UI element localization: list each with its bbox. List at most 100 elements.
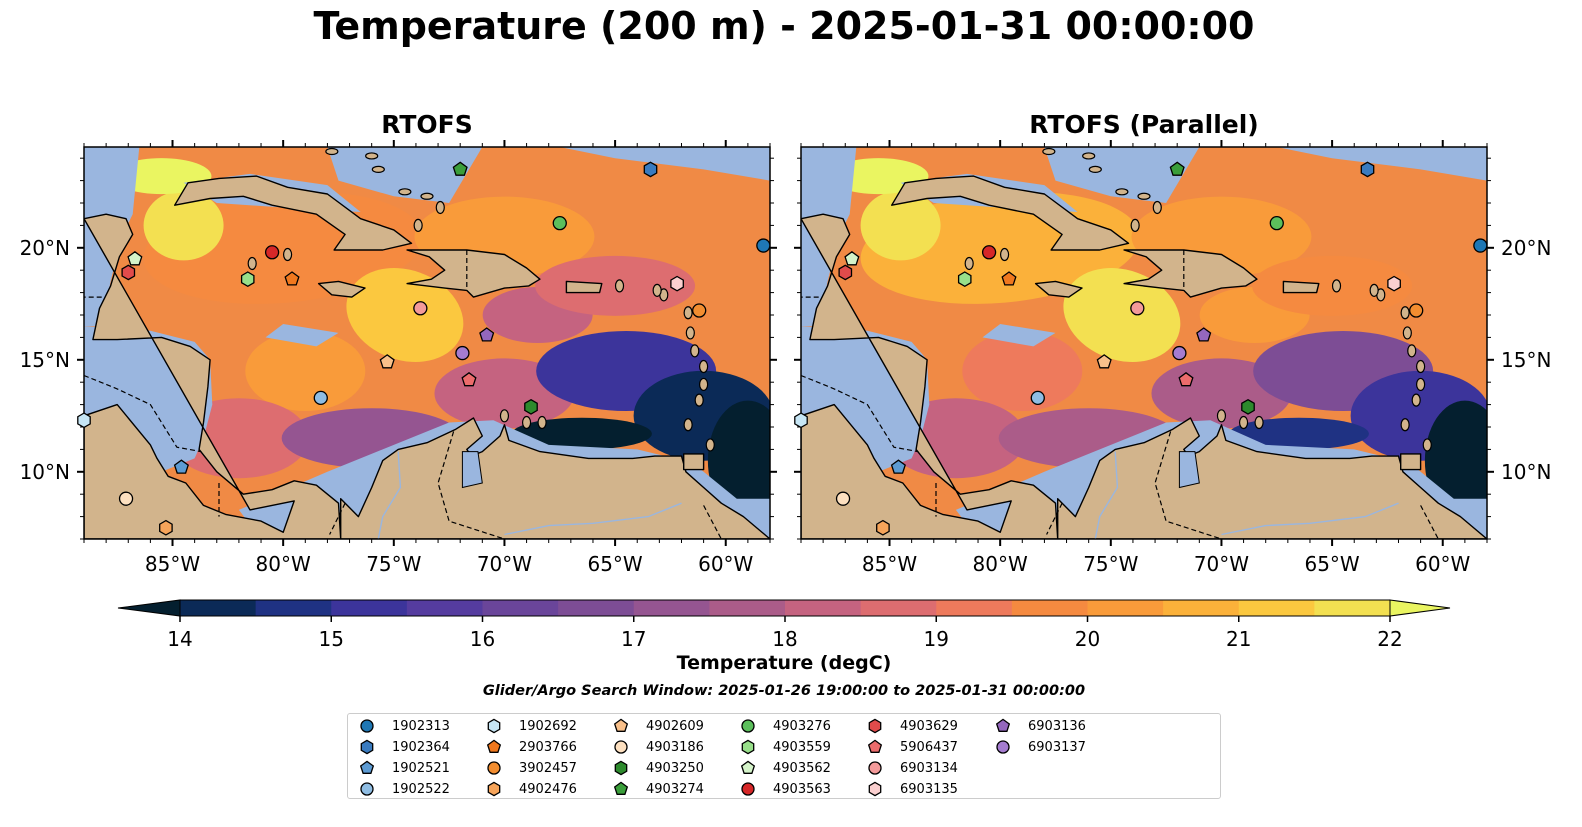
- pentagon-marker-icon: [867, 739, 883, 753]
- hexagon-marker-icon: [741, 739, 755, 755]
- legend-entry-6903137: 6903137: [994, 737, 1086, 757]
- platform-marker-6903135[interactable]: [1387, 275, 1401, 292]
- platform-marker-1902522[interactable]: [313, 390, 328, 406]
- colorbar-tick-label: 16: [470, 627, 495, 650]
- platform-marker-6903136[interactable]: [1196, 327, 1212, 342]
- platform-marker-2903766[interactable]: [1001, 271, 1017, 286]
- legend-entry-4902476: 4902476: [485, 779, 577, 799]
- platform-markers: [794, 161, 1488, 536]
- legend-label: 4903186: [646, 739, 704, 755]
- colorbar-segment: [1011, 600, 1088, 616]
- platform-marker-4902476[interactable]: [876, 519, 890, 536]
- platform-marker-1902521[interactable]: [890, 459, 906, 474]
- legend-label: 6903136: [1028, 718, 1086, 734]
- axes-ticks: 85°W 80°W 75°W 70°W 65°W 60°W 10°N 15°N 20°N: [20, 140, 777, 576]
- platform-marker-4903274[interactable]: [452, 161, 468, 176]
- pentagon-marker-icon: [613, 718, 629, 732]
- platform-marker-1902364[interactable]: [643, 161, 658, 178]
- platform-marker-4903563[interactable]: [264, 245, 280, 260]
- legend-label: 1902522: [392, 781, 450, 797]
- platform-marker-6903134[interactable]: [1130, 301, 1145, 316]
- y-tick-label: 20°N: [20, 236, 70, 260]
- map-panel-rtofs: 85°W 80°W 75°W 70°W 65°W 60°W 10°N 15°N 20°N: [20, 140, 777, 576]
- platform-marker-2903766[interactable]: [284, 271, 300, 286]
- hexagon-marker-icon: [868, 718, 882, 734]
- x-tick-label: 65°W: [1304, 552, 1359, 576]
- platform-marker-4903562[interactable]: [844, 250, 860, 266]
- colorbar-segment: [255, 600, 332, 616]
- platform-marker-1902692[interactable]: [794, 412, 808, 429]
- platform-marker-6903136[interactable]: [479, 327, 495, 342]
- colorbar-label: Temperature (degC): [676, 652, 892, 674]
- legend-entry-1902521: 1902521: [358, 758, 450, 778]
- platform-marker-4903276[interactable]: [1269, 216, 1284, 231]
- platform-marker-4902609[interactable]: [379, 354, 395, 369]
- platform-marker-4903559[interactable]: [240, 271, 255, 288]
- axes-ticks: 85°W 80°W 75°W 70°W 65°W 60°W 10°N 15°N 20°N: [794, 140, 1551, 576]
- platform-marker-1902313[interactable]: [1473, 238, 1488, 253]
- x-tick-label: 75°W: [1083, 552, 1138, 576]
- platform-marker-4903629[interactable]: [121, 264, 136, 281]
- circle-marker-icon: [741, 782, 755, 796]
- platform-marker-4903563[interactable]: [981, 245, 997, 260]
- platform-marker-6903135[interactable]: [670, 275, 684, 292]
- platform-marker-5906437[interactable]: [461, 371, 477, 387]
- legend-entry-6903136: 6903136: [994, 716, 1086, 736]
- hexagon-marker-icon: [487, 781, 501, 797]
- legend-label: 4903274: [646, 781, 704, 797]
- pentagon-marker-icon: [995, 718, 1011, 732]
- platform-marker-4903250[interactable]: [524, 398, 538, 415]
- legend-entry-6903135: 6903135: [866, 779, 958, 799]
- platform-marker-1902692[interactable]: [77, 412, 91, 429]
- pentagon-marker-icon: [486, 739, 502, 753]
- colorbar-tick-label: 18: [772, 627, 797, 650]
- circle-marker-icon: [487, 761, 501, 775]
- platform-marker-3902457[interactable]: [692, 303, 707, 318]
- platform-marker-3902457[interactable]: [1409, 303, 1424, 318]
- legend-label: 4902476: [519, 781, 577, 797]
- y-tick-label: 20°N: [1501, 236, 1551, 260]
- x-tick-label: 60°W: [1415, 552, 1470, 576]
- platform-marker-4903186[interactable]: [835, 491, 851, 506]
- colorbar-extend-max: [1389, 599, 1451, 617]
- platform-marker-1902521[interactable]: [173, 459, 189, 474]
- platform-marker-1902522[interactable]: [1030, 390, 1045, 406]
- y-tick-label: 15°N: [1501, 348, 1551, 372]
- legend-label: 4903562: [773, 760, 831, 776]
- platform-marker-4903629[interactable]: [838, 264, 853, 281]
- legend-entry-1902522: 1902522: [358, 779, 450, 799]
- platform-marker-4903276[interactable]: [552, 216, 567, 231]
- platform-marker-4902476[interactable]: [159, 519, 173, 536]
- x-tick-label: 70°W: [477, 552, 532, 576]
- platform-marker-6903137[interactable]: [455, 345, 470, 361]
- platform-marker-4902609[interactable]: [1096, 354, 1112, 369]
- legend-entry-6903134: 6903134: [866, 758, 958, 778]
- x-tick-label: 85°W: [862, 552, 917, 576]
- legend-label: 6903137: [1028, 739, 1086, 755]
- colorbar-extend-min: [117, 599, 181, 617]
- platform-marker-4903562[interactable]: [127, 250, 143, 266]
- platform-marker-4903274[interactable]: [1169, 161, 1185, 176]
- pentagon-marker-icon: [359, 760, 375, 774]
- platform-marker-4903559[interactable]: [957, 271, 972, 288]
- x-tick-label: 80°W: [973, 552, 1028, 576]
- hexagon-marker-icon: [487, 718, 501, 734]
- legend-entry-4903186: 4903186: [612, 737, 704, 757]
- platform-marker-6903134[interactable]: [413, 301, 428, 316]
- y-tick-label: 10°N: [1501, 460, 1551, 484]
- legend-label: 2903766: [519, 739, 577, 755]
- legend-entry-2903766: 2903766: [485, 737, 577, 757]
- platform-marker-4903186[interactable]: [118, 491, 134, 506]
- platform-marker-4903250[interactable]: [1241, 398, 1255, 415]
- platform-marker-5906437[interactable]: [1178, 371, 1194, 387]
- x-tick-label: 85°W: [145, 552, 200, 576]
- legend-label: 6903135: [900, 781, 958, 797]
- legend-label: 4902609: [646, 718, 704, 734]
- platform-marker-1902313[interactable]: [756, 238, 771, 253]
- colorbar-segment: [331, 600, 408, 616]
- pentagon-marker-icon: [740, 760, 756, 774]
- platform-marker-1902364[interactable]: [1360, 161, 1375, 178]
- colorbar-tick-label: 17: [621, 627, 646, 650]
- platform-marker-6903137[interactable]: [1172, 345, 1187, 361]
- legend-entry-3902457: 3902457: [485, 758, 577, 778]
